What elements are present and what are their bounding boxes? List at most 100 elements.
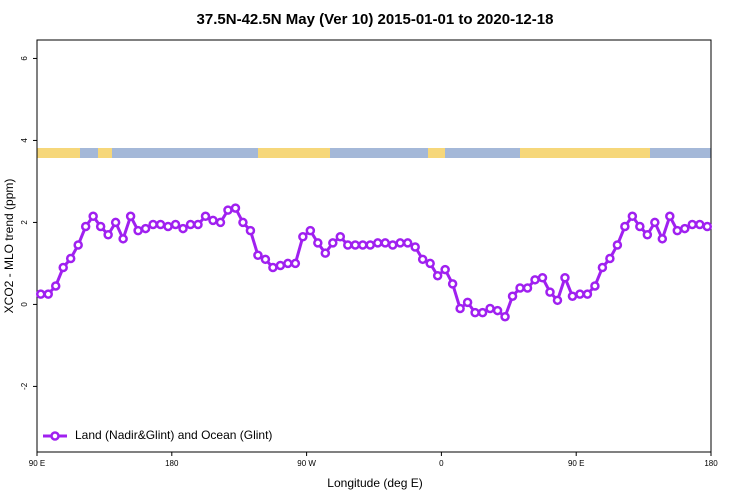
y-tick-label: 6 xyxy=(20,56,29,61)
x-tick-label: 180 xyxy=(165,459,179,468)
land-band xyxy=(520,148,650,158)
point xyxy=(283,258,293,269)
x-tick-label: 90 W xyxy=(297,459,316,468)
x-tick-label: 90 E xyxy=(568,459,584,468)
point xyxy=(320,248,331,258)
point xyxy=(545,287,555,297)
point xyxy=(590,281,600,291)
y-tick-label: 0 xyxy=(20,302,29,307)
chart-title: 37.5N-42.5N May (Ver 10) 2015-01-01 to 2… xyxy=(197,11,554,28)
point xyxy=(507,291,518,301)
point xyxy=(432,270,443,281)
point xyxy=(43,289,53,299)
point xyxy=(657,234,668,244)
point xyxy=(672,225,683,236)
point xyxy=(200,211,211,222)
point xyxy=(530,275,540,285)
point xyxy=(178,223,188,234)
point xyxy=(620,221,630,232)
point xyxy=(245,225,256,236)
point xyxy=(223,205,233,215)
point xyxy=(118,234,128,244)
land-ocean-strip xyxy=(37,148,711,158)
point xyxy=(298,232,308,242)
point xyxy=(193,219,203,230)
point xyxy=(73,240,83,250)
point xyxy=(305,225,316,236)
point xyxy=(665,211,675,222)
point xyxy=(440,264,450,275)
point xyxy=(358,240,368,250)
point xyxy=(537,273,548,283)
point xyxy=(702,221,713,232)
point xyxy=(560,273,570,283)
point xyxy=(365,240,376,250)
point xyxy=(110,217,121,228)
point xyxy=(155,219,166,230)
point xyxy=(500,311,510,322)
point xyxy=(417,254,428,265)
point xyxy=(260,254,271,265)
point xyxy=(387,240,398,250)
land-band xyxy=(37,148,80,158)
point xyxy=(35,289,46,299)
point xyxy=(148,219,158,230)
y-tick-label: -2 xyxy=(20,382,29,390)
point xyxy=(605,253,615,264)
land-band xyxy=(98,148,112,158)
point xyxy=(125,211,136,222)
point xyxy=(477,307,488,318)
point xyxy=(402,238,413,248)
point xyxy=(230,203,241,213)
point xyxy=(485,303,495,314)
point xyxy=(447,279,458,289)
land-band xyxy=(428,148,445,158)
point xyxy=(522,283,533,293)
point xyxy=(470,307,480,318)
point xyxy=(635,221,645,232)
point xyxy=(515,283,525,293)
point xyxy=(687,219,698,230)
point xyxy=(395,238,405,248)
legend-label: Land (Nadir&Glint) and Ocean (Glint) xyxy=(75,428,272,442)
point xyxy=(597,262,608,273)
y-tick-label: 4 xyxy=(20,138,29,143)
x-tick-label: 90 E xyxy=(29,459,45,468)
point xyxy=(627,211,638,222)
point xyxy=(88,211,98,222)
point xyxy=(680,223,690,234)
point xyxy=(552,295,563,306)
point xyxy=(455,303,465,314)
point xyxy=(343,240,353,250)
point xyxy=(313,238,323,248)
x-axis-title: Longitude (deg E) xyxy=(327,476,422,490)
point xyxy=(380,238,390,248)
x-tick-label: 180 xyxy=(704,459,718,468)
point xyxy=(103,229,113,240)
point xyxy=(492,305,503,316)
point xyxy=(170,219,181,230)
point xyxy=(95,221,106,232)
point xyxy=(140,223,151,234)
point xyxy=(695,219,705,230)
point xyxy=(133,225,143,236)
point xyxy=(328,238,338,248)
point xyxy=(58,262,68,273)
point xyxy=(268,262,278,273)
point xyxy=(253,250,263,260)
ocean-band xyxy=(37,148,711,158)
plot-frame xyxy=(36,39,712,453)
point xyxy=(350,240,361,250)
x-tick-label: 0 xyxy=(439,459,444,468)
y-tick-label: 2 xyxy=(20,220,29,225)
point xyxy=(462,297,473,308)
point xyxy=(163,221,173,232)
point xyxy=(335,232,346,242)
point xyxy=(215,217,226,228)
point xyxy=(410,242,420,252)
point xyxy=(290,258,301,269)
point xyxy=(65,253,76,264)
point xyxy=(372,238,383,248)
